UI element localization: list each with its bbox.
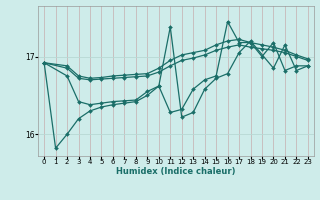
X-axis label: Humidex (Indice chaleur): Humidex (Indice chaleur) [116,167,236,176]
